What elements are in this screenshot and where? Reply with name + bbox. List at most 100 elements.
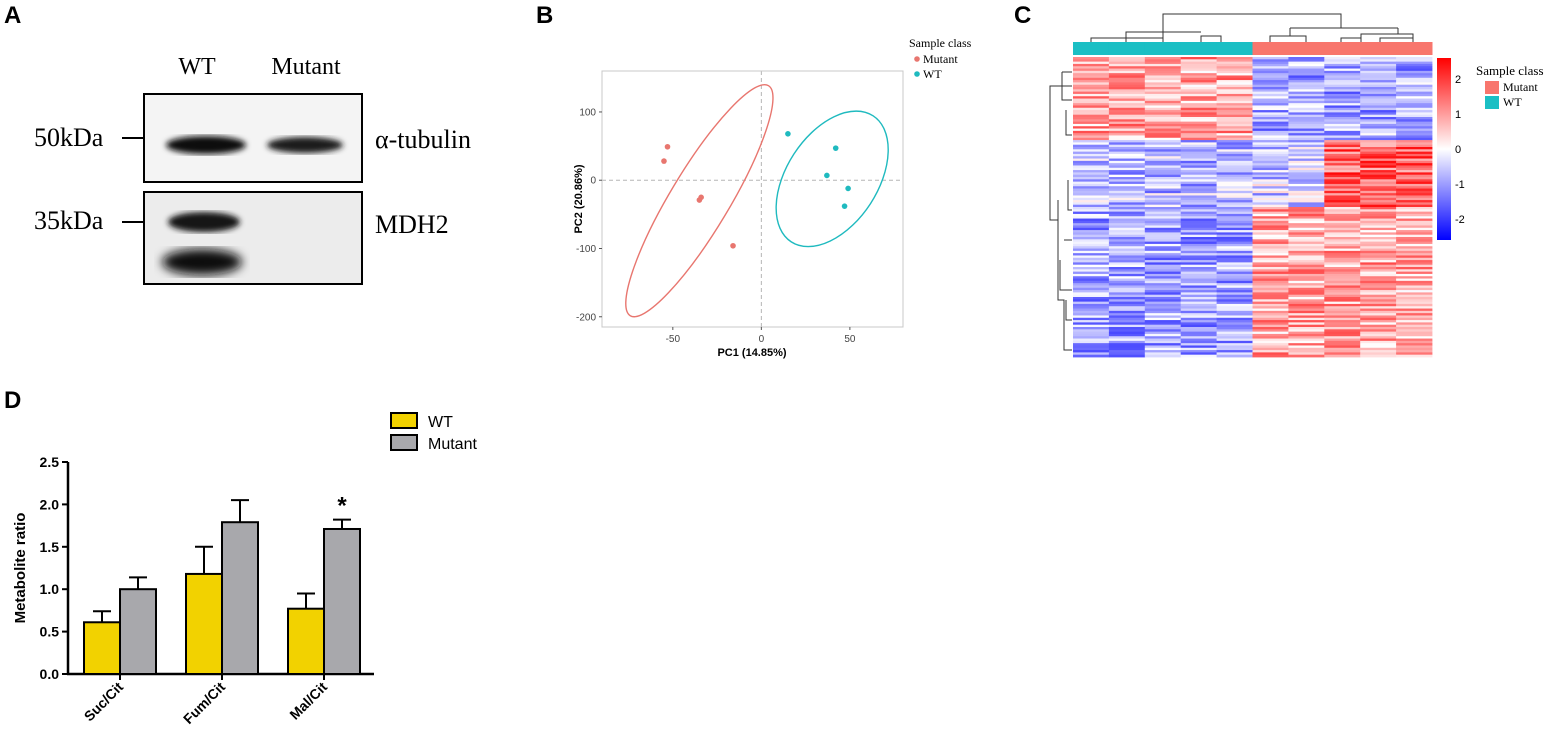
heatmap-cell	[1180, 220, 1217, 224]
heatmap-cell	[1396, 278, 1433, 282]
heatmap-cell	[1360, 294, 1397, 298]
heatmap-cell	[1108, 303, 1146, 307]
heatmap-cell	[1108, 354, 1146, 358]
heatmap-cell	[1144, 195, 1182, 199]
heatmap-cell	[1180, 276, 1217, 279]
heatmap-cell	[1396, 246, 1433, 249]
heatmap-cell	[1396, 239, 1433, 243]
heatmap-cell	[1144, 163, 1182, 166]
heatmap-cell	[1108, 119, 1146, 123]
heatmap-cell	[1108, 287, 1146, 291]
heatmap-cell	[1180, 207, 1217, 210]
heatmap-cell	[1180, 135, 1217, 139]
heatmap-cell	[1180, 250, 1217, 254]
heatmap-cell	[1108, 177, 1146, 180]
heatmap-cell	[1216, 100, 1253, 104]
heatmap-cell	[1073, 61, 1110, 65]
heatmap-cell	[1360, 174, 1397, 178]
heatmap-cell	[1108, 317, 1146, 321]
heatmap-cell	[1073, 320, 1110, 323]
heatmap-legend-title: Sample class	[1476, 63, 1544, 78]
heatmap-cell	[1288, 93, 1325, 97]
heatmap-cell	[1073, 237, 1110, 240]
heatmap-cell	[1288, 117, 1325, 120]
heatmap-cell	[1252, 100, 1289, 104]
heatmap-cell	[1108, 82, 1146, 86]
heatmap-cell	[1288, 103, 1325, 106]
heatmap-cell	[1108, 347, 1146, 351]
heatmap-cell	[1144, 103, 1182, 106]
heatmap-cell	[1108, 59, 1146, 63]
heatmap-cell	[1360, 211, 1397, 215]
heatmap-cell	[1108, 110, 1146, 113]
heatmap-cell	[1216, 135, 1253, 139]
heatmap-cell	[1252, 239, 1289, 243]
heatmap-cell	[1073, 287, 1110, 291]
heatmap-cell	[1180, 163, 1217, 166]
heatmap-cell	[1108, 149, 1146, 153]
heatmap-cell	[1288, 216, 1325, 219]
heatmap-cell	[1216, 190, 1253, 194]
heatmap-cell	[1288, 179, 1325, 183]
heatmap-cell	[1144, 119, 1182, 123]
heatmap-cell	[1324, 271, 1361, 275]
heatmap-cell	[1288, 126, 1325, 129]
lane-label-mutant: Mutant	[271, 54, 341, 80]
heatmap-cell	[1108, 98, 1146, 102]
heatmap-cell	[1288, 151, 1325, 155]
heatmap-cell	[1396, 292, 1433, 296]
heatmap-cell	[1252, 343, 1289, 346]
heatmap-cell	[1288, 105, 1325, 109]
heatmap-cell	[1144, 142, 1182, 146]
heatmap-cell	[1073, 153, 1110, 157]
heatmap-cell	[1144, 271, 1182, 275]
band-tubulin-wt	[166, 136, 246, 154]
heatmap-cell	[1360, 345, 1397, 349]
heatmap-cell	[1180, 310, 1217, 314]
heatmap-cell	[1216, 283, 1253, 286]
heatmap-cell	[1252, 350, 1289, 353]
heatmap-cell	[1396, 123, 1433, 127]
heatmap-cell	[1108, 96, 1146, 99]
heatmap-cell	[1180, 333, 1217, 337]
heatmap-cell	[1144, 63, 1182, 67]
heatmap-cell	[1360, 320, 1397, 323]
heatmap-cell	[1180, 287, 1217, 291]
heatmap-cell	[1288, 200, 1325, 203]
heatmap-cell	[1288, 80, 1325, 83]
heatmap-cell	[1216, 75, 1253, 79]
heatmap-cell	[1216, 301, 1253, 305]
heatmap-cell	[1324, 100, 1361, 104]
heatmap-cell	[1144, 313, 1182, 316]
heatmap-cell	[1396, 177, 1433, 180]
heatmap-cell	[1144, 218, 1182, 222]
heatmap-cell	[1216, 273, 1253, 277]
heatmap-cell	[1216, 160, 1253, 164]
heatmap-cell	[1288, 77, 1325, 81]
pca-ellipse-wt	[775, 110, 889, 248]
heatmap-cell	[1396, 93, 1433, 97]
heatmap-cell	[1108, 80, 1146, 83]
heatmap-cell	[1288, 160, 1325, 164]
heatmap-cell	[1288, 299, 1325, 303]
heatmap-cell	[1288, 144, 1325, 148]
heatmap-cell	[1216, 354, 1253, 358]
heatmap-cell	[1144, 324, 1182, 328]
heatmap-cell	[1180, 297, 1217, 300]
heatmap-cell	[1180, 186, 1217, 189]
heatmap-class-bar-cell	[1360, 42, 1397, 55]
heatmap-cell	[1108, 135, 1146, 139]
heatmap-cell	[1360, 119, 1397, 123]
heatmap-cell	[1216, 89, 1253, 93]
heatmap-cell	[1324, 170, 1361, 173]
heatmap-cell	[1180, 345, 1217, 349]
pca-legend-mutant-label: Mutant	[923, 52, 958, 66]
heatmap-cell	[1108, 299, 1146, 303]
heatmap-cell	[1324, 202, 1361, 206]
heatmap-cell	[1324, 338, 1361, 342]
heatmap-cell	[1144, 174, 1182, 178]
panel-label-a: A	[4, 2, 22, 29]
heatmap-cell	[1252, 123, 1289, 127]
heatmap-cell	[1073, 301, 1110, 305]
